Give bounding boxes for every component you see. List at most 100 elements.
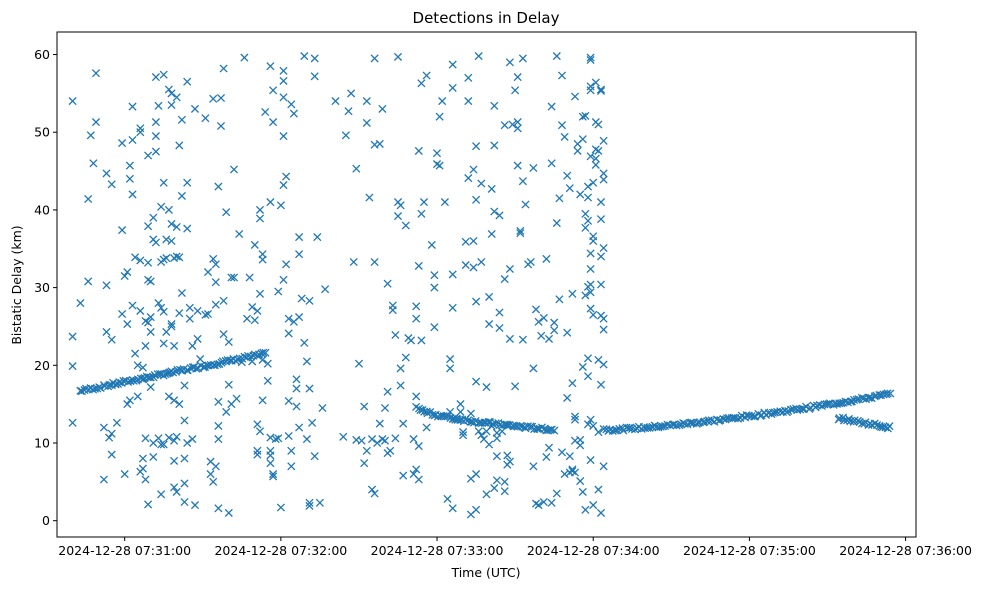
data-point bbox=[295, 233, 304, 242]
data-point bbox=[250, 316, 259, 325]
data-point bbox=[388, 306, 397, 315]
data-point bbox=[253, 450, 262, 459]
track-point bbox=[837, 399, 846, 408]
data-point bbox=[552, 489, 561, 498]
data-point bbox=[367, 435, 377, 444]
data-point bbox=[550, 318, 559, 327]
data-point bbox=[219, 64, 228, 73]
data-point bbox=[284, 314, 293, 323]
data-point bbox=[167, 219, 176, 228]
data-point bbox=[219, 330, 228, 339]
data-point bbox=[258, 396, 267, 405]
data-point bbox=[370, 54, 379, 63]
data-point bbox=[490, 141, 499, 150]
data-point bbox=[419, 198, 429, 207]
data-point bbox=[261, 107, 270, 117]
data-point bbox=[131, 349, 140, 358]
track-point bbox=[547, 425, 556, 434]
data-point bbox=[422, 423, 431, 432]
data-point bbox=[518, 177, 527, 186]
data-point bbox=[464, 73, 473, 82]
data-point bbox=[448, 504, 457, 513]
data-point bbox=[589, 501, 598, 510]
data-points bbox=[68, 52, 895, 519]
data-point bbox=[482, 383, 491, 392]
data-point bbox=[172, 487, 181, 496]
data-point bbox=[146, 313, 155, 322]
data-point bbox=[477, 257, 486, 267]
data-point bbox=[279, 76, 288, 85]
data-point bbox=[227, 273, 236, 282]
data-point bbox=[222, 407, 231, 416]
data-point bbox=[183, 438, 192, 448]
data-point bbox=[565, 184, 574, 193]
data-point bbox=[596, 252, 606, 261]
data-point bbox=[505, 457, 514, 466]
y-tick-label: 0 bbox=[42, 513, 50, 528]
data-point bbox=[175, 400, 184, 409]
data-point bbox=[594, 146, 603, 155]
data-point bbox=[596, 198, 606, 207]
data-point bbox=[253, 306, 262, 315]
data-point bbox=[596, 215, 606, 224]
track-point bbox=[169, 368, 178, 377]
data-point bbox=[362, 97, 371, 106]
data-point bbox=[274, 434, 283, 443]
data-point bbox=[107, 450, 116, 459]
data-point bbox=[287, 446, 296, 455]
data-point bbox=[183, 77, 192, 86]
data-point bbox=[414, 475, 423, 484]
data-point bbox=[594, 428, 603, 437]
data-point bbox=[128, 301, 137, 310]
data-point bbox=[505, 334, 514, 343]
track-point bbox=[865, 393, 874, 402]
track-point bbox=[111, 380, 120, 389]
data-point bbox=[539, 497, 548, 507]
track-point bbox=[658, 422, 667, 431]
data-point bbox=[589, 310, 598, 319]
data-point bbox=[417, 336, 426, 345]
data-point bbox=[576, 477, 585, 486]
data-point bbox=[211, 300, 220, 309]
data-point bbox=[500, 275, 509, 284]
data-point bbox=[500, 477, 509, 486]
data-point bbox=[159, 339, 168, 348]
data-point bbox=[185, 303, 194, 312]
data-point bbox=[188, 435, 197, 444]
data-point bbox=[552, 52, 561, 61]
track-point bbox=[428, 410, 437, 419]
data-point bbox=[534, 501, 543, 510]
data-point bbox=[396, 381, 405, 390]
axes-frame bbox=[56, 31, 917, 538]
data-point bbox=[287, 100, 296, 109]
data-point bbox=[315, 498, 324, 507]
data-point bbox=[586, 53, 595, 62]
data-point bbox=[490, 207, 499, 216]
data-point bbox=[414, 442, 423, 451]
data-point bbox=[596, 280, 606, 289]
data-point bbox=[472, 297, 481, 306]
data-point bbox=[255, 427, 265, 436]
data-point bbox=[472, 470, 481, 479]
data-point bbox=[188, 341, 197, 350]
track-point bbox=[441, 412, 450, 421]
data-point bbox=[318, 403, 327, 413]
data-point bbox=[412, 465, 421, 474]
data-point bbox=[89, 159, 98, 168]
data-point bbox=[503, 451, 512, 460]
data-point bbox=[446, 364, 455, 373]
data-point bbox=[222, 208, 231, 217]
data-point bbox=[347, 89, 356, 98]
data-point bbox=[599, 325, 608, 334]
data-point bbox=[570, 92, 580, 101]
data-point bbox=[414, 261, 423, 270]
data-point bbox=[448, 303, 457, 312]
data-point bbox=[172, 222, 181, 232]
data-point bbox=[269, 118, 278, 127]
data-point bbox=[209, 477, 218, 486]
data-point bbox=[485, 292, 494, 301]
data-point bbox=[375, 139, 384, 148]
data-point bbox=[284, 431, 293, 441]
data-point bbox=[570, 415, 580, 424]
data-point bbox=[125, 161, 134, 170]
